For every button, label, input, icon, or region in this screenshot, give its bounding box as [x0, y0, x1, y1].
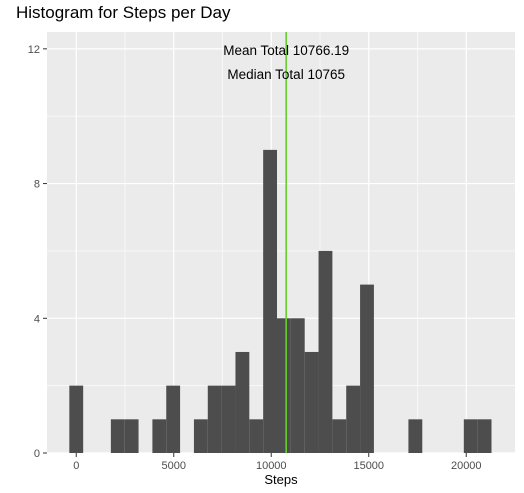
y-axis: 0 4 8 12 [28, 44, 47, 460]
histogram-bar [207, 385, 222, 453]
histogram-bar [166, 385, 181, 453]
histogram-bar [277, 318, 291, 453]
y-tick-label: 12 [28, 44, 40, 56]
x-axis-title: Steps [264, 472, 298, 487]
histogram-bar [124, 419, 139, 453]
histogram-bar [69, 385, 84, 453]
x-tick-label: 0 [73, 460, 79, 472]
histogram-bar [360, 284, 374, 453]
minor-gridlines [47, 32, 515, 453]
histogram-bar [346, 385, 361, 453]
mean-annotation: Mean Total 10766.19 [223, 43, 349, 58]
histogram-bar [290, 318, 305, 453]
histogram-bar [193, 419, 208, 453]
histogram-bar [477, 419, 492, 453]
x-axis: 0 5000 10000 15000 20000 [73, 453, 482, 472]
histogram-bars [69, 149, 492, 453]
histogram-bar [235, 351, 250, 453]
histogram-bar [152, 419, 167, 453]
x-tick-label: 5000 [162, 460, 186, 472]
histogram-bar [221, 385, 236, 453]
x-tick-label: 20000 [451, 460, 482, 472]
x-tick-label: 10000 [256, 460, 287, 472]
histogram-bar [110, 419, 125, 453]
y-tick-label: 0 [34, 448, 40, 460]
histogram-bar [249, 419, 264, 453]
y-tick-label: 4 [34, 313, 40, 325]
x-tick-label: 15000 [353, 460, 384, 472]
histogram-bar [318, 250, 333, 453]
histogram-bar [463, 419, 478, 453]
y-tick-label: 8 [34, 179, 40, 191]
median-annotation: Median Total 10765 [227, 67, 345, 82]
histogram-bar [332, 419, 347, 453]
histogram-bar [408, 419, 423, 453]
histogram-bar [304, 351, 319, 453]
histogram-bar [263, 149, 278, 453]
chart-title: Histogram for Steps per Day [16, 3, 231, 22]
